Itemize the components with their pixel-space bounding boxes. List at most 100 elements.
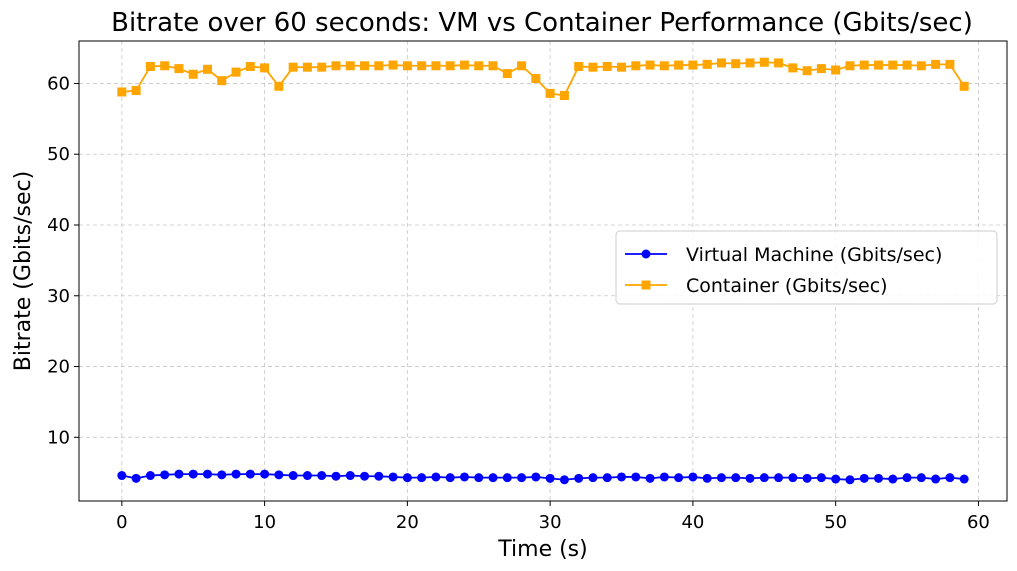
data-point bbox=[202, 64, 212, 74]
data-point bbox=[874, 60, 884, 70]
data-point bbox=[288, 471, 298, 481]
data-point bbox=[145, 471, 155, 481]
data-point bbox=[745, 473, 755, 483]
data-point bbox=[331, 61, 341, 71]
data-point bbox=[802, 66, 812, 76]
legend-item: Container (Gbits/sec) bbox=[625, 275, 888, 297]
data-point bbox=[945, 59, 955, 69]
data-point bbox=[788, 63, 798, 73]
data-point bbox=[831, 474, 841, 484]
data-point bbox=[502, 473, 512, 483]
series-0 bbox=[117, 469, 969, 485]
data-point bbox=[759, 473, 769, 483]
data-point bbox=[274, 470, 284, 480]
data-point bbox=[260, 469, 270, 479]
legend-marker bbox=[641, 249, 651, 259]
data-point bbox=[702, 473, 712, 483]
data-point bbox=[417, 61, 427, 71]
legend: Virtual Machine (Gbits/sec) Container (Gb… bbox=[615, 230, 998, 305]
data-point bbox=[117, 87, 127, 97]
data-point bbox=[402, 473, 412, 483]
data-point bbox=[831, 65, 841, 75]
data-point bbox=[345, 471, 355, 481]
data-point bbox=[388, 472, 398, 482]
data-point bbox=[788, 473, 798, 483]
data-point bbox=[474, 61, 484, 71]
data-point bbox=[659, 61, 669, 71]
data-point bbox=[302, 471, 312, 481]
data-point bbox=[374, 61, 384, 71]
data-point bbox=[317, 471, 327, 481]
x-axis-label: Time (s) bbox=[497, 537, 587, 562]
data-point bbox=[459, 472, 469, 482]
data-point bbox=[488, 473, 498, 483]
data-point bbox=[231, 67, 241, 77]
data-point bbox=[345, 61, 355, 71]
data-point bbox=[274, 81, 284, 91]
data-point bbox=[874, 473, 884, 483]
data-point bbox=[688, 472, 698, 482]
data-point bbox=[245, 61, 255, 71]
data-point bbox=[731, 473, 741, 483]
data-point bbox=[360, 471, 370, 481]
data-point bbox=[931, 474, 941, 484]
data-point bbox=[559, 475, 569, 485]
data-point bbox=[317, 62, 327, 72]
data-point bbox=[331, 471, 341, 481]
data-point bbox=[360, 61, 370, 71]
y-tick-label: 40 bbox=[47, 215, 70, 236]
y-axis-label: Bitrate (Gbits/sec) bbox=[11, 171, 36, 371]
data-point bbox=[160, 470, 170, 480]
data-point bbox=[631, 61, 641, 71]
data-point bbox=[574, 61, 584, 71]
data-point bbox=[716, 58, 726, 68]
data-point bbox=[231, 469, 241, 479]
data-point bbox=[574, 473, 584, 483]
data-point bbox=[388, 60, 398, 70]
series-1 bbox=[117, 57, 969, 100]
data-point bbox=[888, 474, 898, 484]
data-point bbox=[545, 473, 555, 483]
y-tick-label: 50 bbox=[47, 144, 70, 165]
data-point bbox=[131, 86, 141, 96]
data-point bbox=[774, 58, 784, 68]
x-tick-label: 40 bbox=[681, 512, 704, 533]
legend-box bbox=[615, 230, 998, 305]
legend-label: Virtual Machine (Gbits/sec) bbox=[686, 244, 942, 266]
data-point bbox=[674, 60, 684, 70]
series-layer bbox=[117, 57, 969, 485]
data-point bbox=[859, 473, 869, 483]
data-point bbox=[445, 61, 455, 71]
data-point bbox=[431, 472, 441, 482]
x-tick-label: 20 bbox=[396, 512, 419, 533]
data-point bbox=[245, 469, 255, 479]
data-point bbox=[745, 58, 755, 68]
data-point bbox=[631, 472, 641, 482]
data-point bbox=[202, 469, 212, 479]
x-tick-label: 60 bbox=[967, 512, 990, 533]
data-point bbox=[402, 61, 412, 71]
data-point bbox=[888, 60, 898, 70]
data-point bbox=[174, 64, 184, 74]
x-tick-label: 0 bbox=[116, 512, 127, 533]
data-point bbox=[716, 473, 726, 483]
data-point bbox=[845, 475, 855, 485]
data-point bbox=[459, 60, 469, 70]
data-point bbox=[474, 473, 484, 483]
data-point bbox=[602, 473, 612, 483]
data-point bbox=[702, 59, 712, 69]
data-point bbox=[845, 61, 855, 71]
x-tick-label: 30 bbox=[539, 512, 562, 533]
data-point bbox=[374, 471, 384, 481]
data-point bbox=[488, 61, 498, 71]
grid bbox=[79, 41, 1007, 501]
data-point bbox=[588, 473, 598, 483]
data-point bbox=[531, 74, 541, 84]
data-point bbox=[117, 471, 127, 481]
data-point bbox=[588, 62, 598, 72]
data-point bbox=[160, 61, 170, 71]
data-point bbox=[617, 62, 627, 72]
data-point bbox=[431, 61, 441, 71]
data-point bbox=[759, 57, 769, 67]
data-point bbox=[688, 60, 698, 70]
